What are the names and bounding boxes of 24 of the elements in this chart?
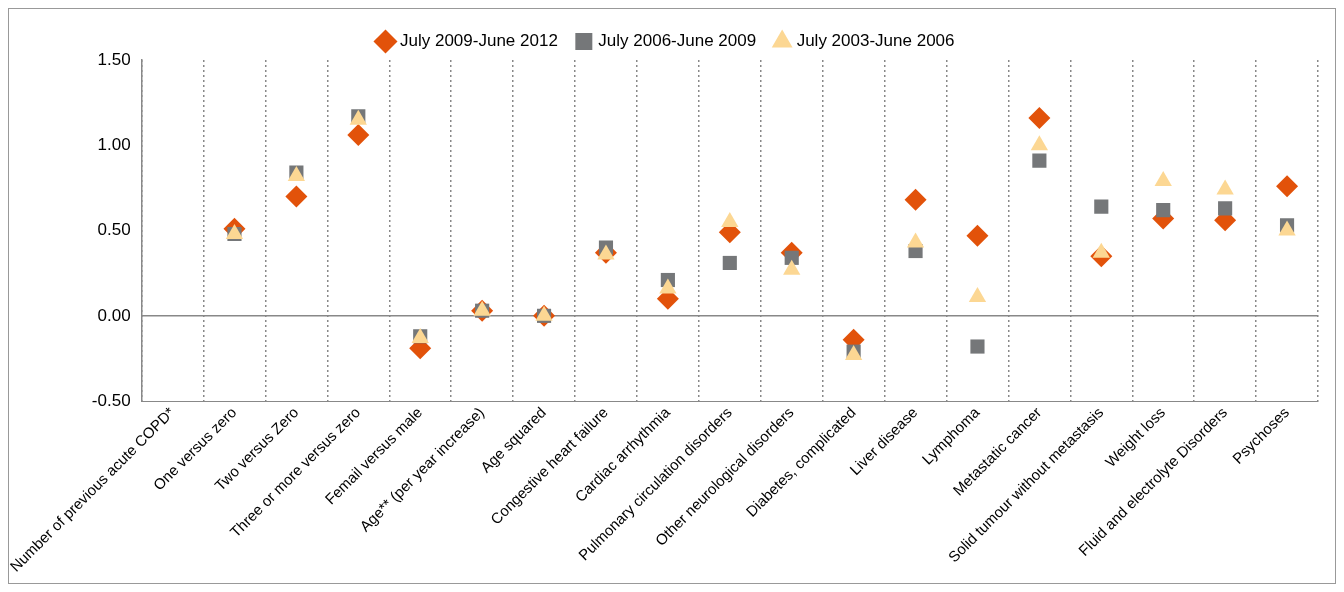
y-tick-label: 1.50 xyxy=(97,49,131,69)
point xyxy=(970,339,985,354)
point xyxy=(784,250,799,265)
point xyxy=(1156,203,1171,218)
point xyxy=(966,224,989,247)
point xyxy=(1154,171,1172,187)
point xyxy=(721,212,739,228)
y-tick-label: 0.50 xyxy=(97,220,131,240)
legend-label: July 2003-June 2006 xyxy=(796,31,955,51)
point xyxy=(347,124,370,147)
point xyxy=(904,188,927,211)
point xyxy=(1218,201,1233,216)
point xyxy=(285,185,308,208)
point xyxy=(1028,106,1051,129)
legend-label: July 2006-June 2009 xyxy=(598,31,757,51)
y-tick-label: -0.50 xyxy=(91,390,131,410)
point xyxy=(722,255,737,271)
point xyxy=(1094,199,1109,214)
y-tick-label: 1.00 xyxy=(97,134,131,154)
point xyxy=(1032,153,1047,168)
legend-label: July 2009-June 2012 xyxy=(399,31,558,51)
y-tick-label: 0.00 xyxy=(97,305,131,325)
point xyxy=(1276,175,1299,198)
point xyxy=(968,287,987,303)
